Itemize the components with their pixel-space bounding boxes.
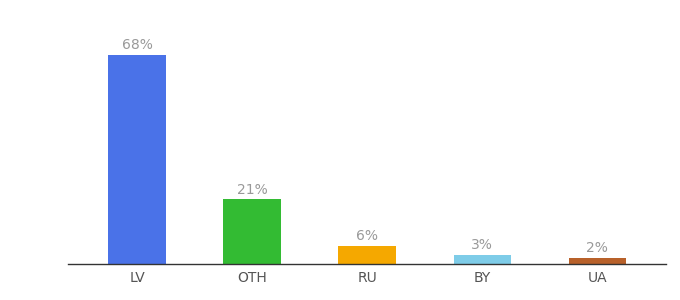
Bar xyxy=(454,255,511,264)
Text: 2%: 2% xyxy=(586,242,609,255)
Bar xyxy=(568,258,626,264)
Text: 21%: 21% xyxy=(237,183,267,197)
Bar xyxy=(108,55,166,264)
Text: 6%: 6% xyxy=(356,229,378,243)
Text: 68%: 68% xyxy=(122,38,152,52)
Text: 3%: 3% xyxy=(471,238,493,252)
Bar xyxy=(223,200,281,264)
Bar xyxy=(339,245,396,264)
